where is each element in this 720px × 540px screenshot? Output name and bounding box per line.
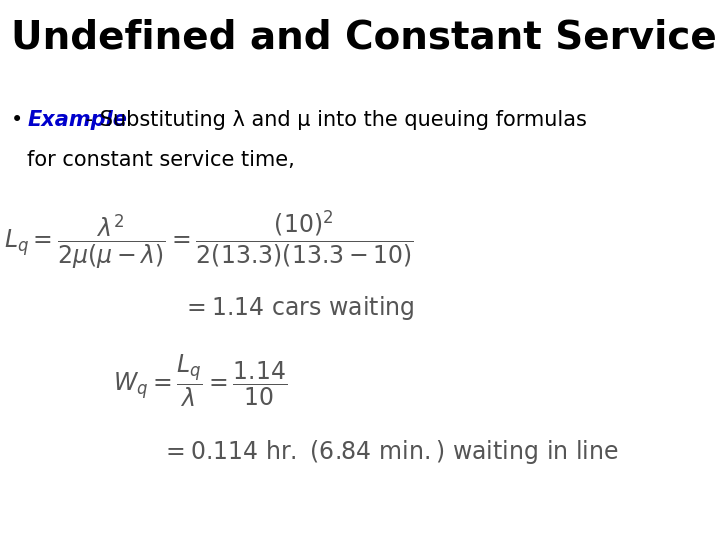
Text: $= 1.14\ \mathrm{cars\ waiting}$: $= 1.14\ \mathrm{cars\ waiting}$ [182,294,414,322]
Text: •: • [11,110,23,130]
Text: $= 0.114\ \mathrm{hr.\ (6.84\ min.)\ waiting\ in\ line}$: $= 0.114\ \mathrm{hr.\ (6.84\ min.)\ wai… [161,438,619,467]
Text: Example: Example [27,110,127,130]
Text: - Substituting λ and μ into the queuing formulas: - Substituting λ and μ into the queuing … [79,110,587,130]
Text: for constant service time,: for constant service time, [27,150,295,170]
Text: Undefined and Constant Service Times: Undefined and Constant Service Times [11,19,720,57]
Text: $L_q = \dfrac{\lambda^2}{2\mu(\mu - \lambda)} = \dfrac{(10)^2}{2(13.3)(13.3-10)}: $L_q = \dfrac{\lambda^2}{2\mu(\mu - \lam… [4,208,414,271]
Text: $W_q = \dfrac{L_q}{\lambda} = \dfrac{1.14}{10}$: $W_q = \dfrac{L_q}{\lambda} = \dfrac{1.1… [113,353,288,409]
